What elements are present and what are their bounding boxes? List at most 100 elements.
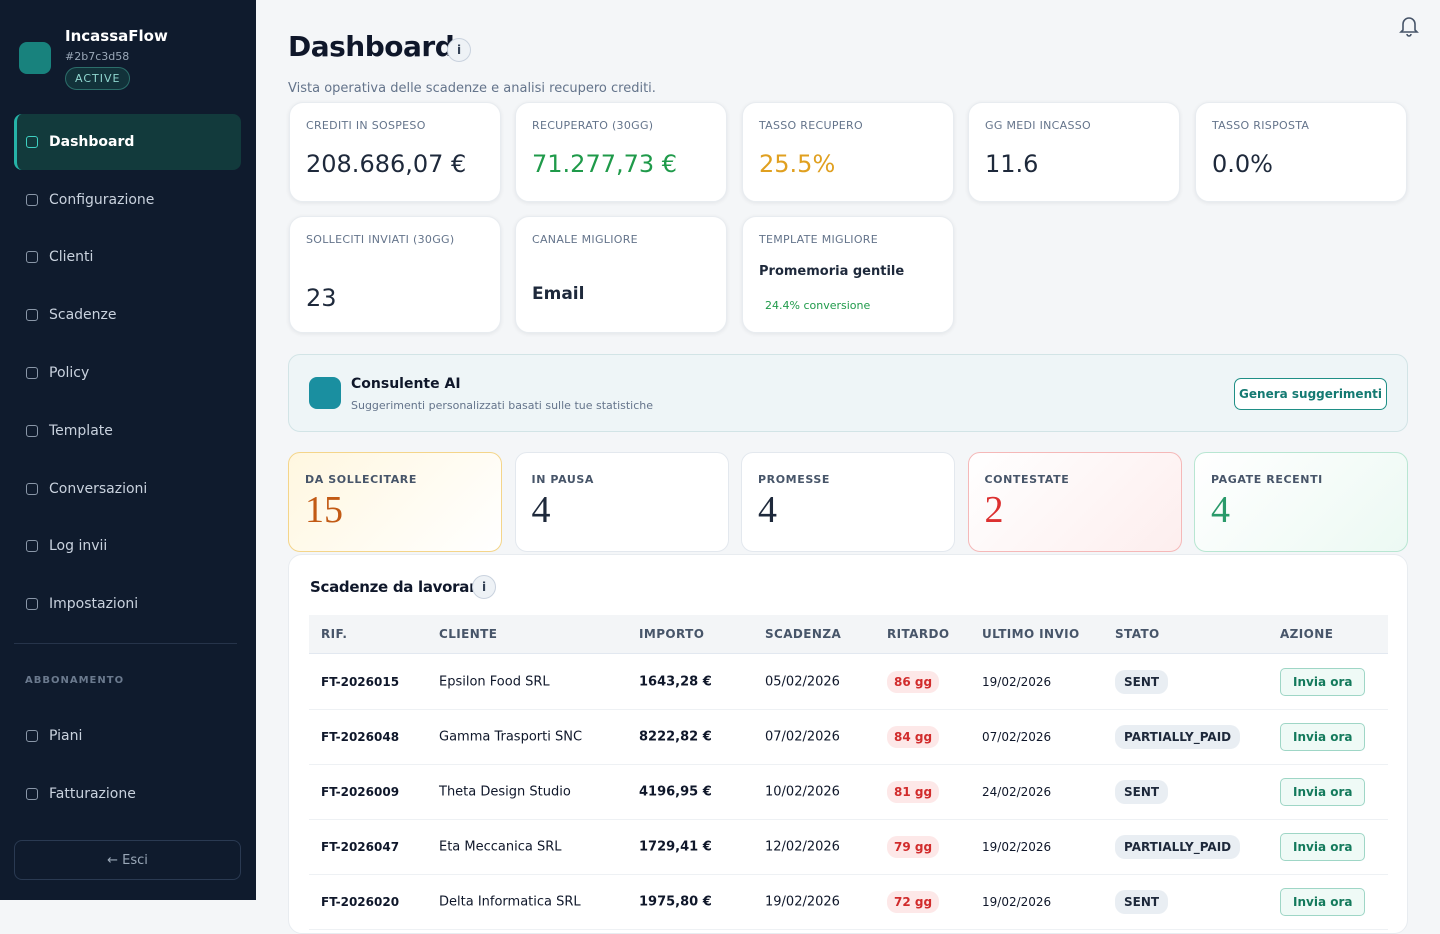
status-card[interactable]: PROMESSE 4 — [741, 452, 955, 552]
amount: 4196,95 € — [639, 784, 712, 800]
kpi-label: TEMPLATE MIGLIORE — [759, 233, 878, 246]
kpi-label: TASSO RISPOSTA — [1212, 119, 1310, 132]
status-badge: SENT — [1115, 670, 1169, 694]
status-card[interactable]: DA SOLLECITARE 15 — [288, 452, 502, 552]
nav-item[interactable]: Dashboard — [14, 114, 241, 170]
status-count: 4 — [531, 489, 551, 531]
account-id: #2b7c3d58 — [65, 50, 130, 63]
nav-item[interactable]: Impostazioni — [14, 576, 241, 632]
nav-item[interactable]: Template — [14, 403, 241, 459]
nav-icon — [26, 425, 38, 437]
column-header: RITARDO — [887, 627, 950, 641]
client: Eta Meccanica SRL — [439, 839, 562, 855]
nav-icon — [26, 483, 38, 495]
logout-button[interactable]: ← Esci — [14, 840, 241, 880]
client: Epsilon Food SRL — [439, 674, 550, 690]
nav-label: Dashboard — [49, 134, 135, 150]
table-row: FT-2026015 Epsilon Food SRL 1643,28 € 05/02… — [309, 655, 1388, 710]
amount: 1729,41 € — [639, 839, 712, 855]
column-header: SCADENZA — [765, 627, 842, 641]
kpi-card: CANALE MIGLIORE Email — [515, 216, 727, 333]
kpi-value: Email — [532, 284, 585, 304]
nav-label: Template — [49, 423, 113, 439]
delay-badge: 72 gg — [887, 891, 940, 913]
column-header: AZIONE — [1280, 627, 1334, 641]
due-date: 07/02/2026 — [765, 729, 840, 745]
sidebar: IncassaFlow #2b7c3d58 ACTIVE ABBONAMENTO… — [0, 0, 256, 900]
client: Theta Design Studio — [439, 784, 571, 800]
due-date: 10/02/2026 — [765, 784, 840, 800]
nav-label: Fatturazione — [49, 786, 136, 802]
nav-item[interactable]: Fatturazione — [14, 766, 241, 822]
nav-item[interactable]: Policy — [14, 345, 241, 401]
table-row: FT-2026009 Theta Design Studio 4196,95 € 10… — [309, 765, 1388, 820]
due-date: 19/02/2026 — [765, 894, 840, 910]
nav-item[interactable]: Log invii — [14, 518, 241, 574]
kpi-value: Promemoria gentile — [759, 264, 905, 279]
kpi-label: GG MEDI INCASSO — [985, 119, 1091, 132]
due-date: 05/02/2026 — [765, 674, 840, 690]
send-button[interactable]: Invia ora — [1280, 833, 1366, 861]
nav-item[interactable]: Scadenze — [14, 287, 241, 343]
nav-icon — [26, 309, 38, 321]
invoice-ref: FT-2026009 — [321, 785, 400, 799]
column-header: STATO — [1115, 627, 1160, 641]
nav-icon — [26, 136, 38, 148]
kpi-value: 11.6 — [985, 150, 1039, 178]
info-icon[interactable]: i — [447, 38, 471, 62]
nav-item[interactable]: Configurazione — [14, 172, 241, 228]
kpi-value: 208.686,07 € — [306, 150, 467, 178]
client: Gamma Trasporti SNC — [439, 729, 583, 745]
send-button[interactable]: Invia ora — [1280, 778, 1366, 806]
kpi-card: TASSO RECUPERO 25.5% — [742, 102, 954, 202]
send-button[interactable]: Invia ora — [1280, 723, 1366, 751]
kpi-label: SOLLECITI INVIATI (30GG) — [306, 233, 455, 246]
column-header: IMPORTO — [639, 627, 705, 641]
kpi-label: RECUPERATO (30GG) — [532, 119, 654, 132]
last-sent: 19/02/2026 — [982, 895, 1052, 909]
nav-label: Impostazioni — [49, 596, 139, 612]
nav-label: Clienti — [49, 249, 94, 265]
nav-label: Scadenze — [49, 307, 117, 323]
table-header: RIF. CLIENTE IMPORTO SCADENZA RITARDO ULTIMO … — [309, 615, 1388, 654]
table-title: Scadenze da lavorare — [310, 578, 487, 596]
nav-item[interactable]: Piani — [14, 708, 241, 764]
page-title: Dashboard — [288, 30, 455, 63]
status-label: PAGATE RECENTI — [1211, 473, 1323, 486]
status-label: PROMESSE — [758, 473, 831, 486]
status-count: 15 — [305, 489, 343, 531]
send-button[interactable]: Invia ora — [1280, 888, 1366, 916]
nav-label: Conversazioni — [49, 481, 148, 497]
notifications[interactable] — [1399, 15, 1419, 37]
status-card[interactable]: CONTESTATE 2 — [967, 452, 1182, 552]
last-sent: 07/02/2026 — [982, 730, 1052, 744]
status-label: IN PAUSA — [531, 473, 595, 486]
status-count: 4 — [758, 489, 777, 531]
nav-icon — [26, 730, 38, 742]
nav-item[interactable]: Clienti — [14, 229, 241, 285]
nav-label: Log invii — [49, 538, 108, 554]
delay-badge: 79 gg — [887, 836, 940, 858]
send-button[interactable]: Invia ora — [1280, 668, 1366, 696]
status-label: DA SOLLECITARE — [305, 473, 417, 486]
invoice-ref: FT-2026015 — [321, 675, 400, 689]
nav-icon — [26, 598, 38, 610]
status-card[interactable]: PAGATE RECENTI 4 — [1194, 452, 1408, 552]
section-label: ABBONAMENTO — [25, 675, 125, 686]
info-icon[interactable]: i — [472, 575, 496, 599]
nav-icon — [26, 788, 38, 800]
kpi-value: 71.277,73 € — [532, 150, 678, 178]
generate-button[interactable]: Genera suggerimenti — [1234, 378, 1387, 410]
kpi-card: GG MEDI INCASSO 11.6 — [968, 102, 1180, 202]
nav-icon — [26, 367, 38, 379]
nav-item[interactable]: Conversazioni — [14, 461, 241, 517]
kpi-card: TASSO RISPOSTA 0.0% — [1195, 102, 1407, 202]
last-sent: 24/02/2026 — [982, 785, 1052, 799]
nav-label: Policy — [49, 365, 90, 381]
status-badge: PARTIALLY_PAID — [1115, 835, 1241, 859]
status-count: 2 — [984, 489, 1004, 531]
divider — [14, 643, 237, 644]
column-header: RIF. — [321, 627, 348, 641]
status-card[interactable]: IN PAUSA 4 — [514, 452, 729, 552]
